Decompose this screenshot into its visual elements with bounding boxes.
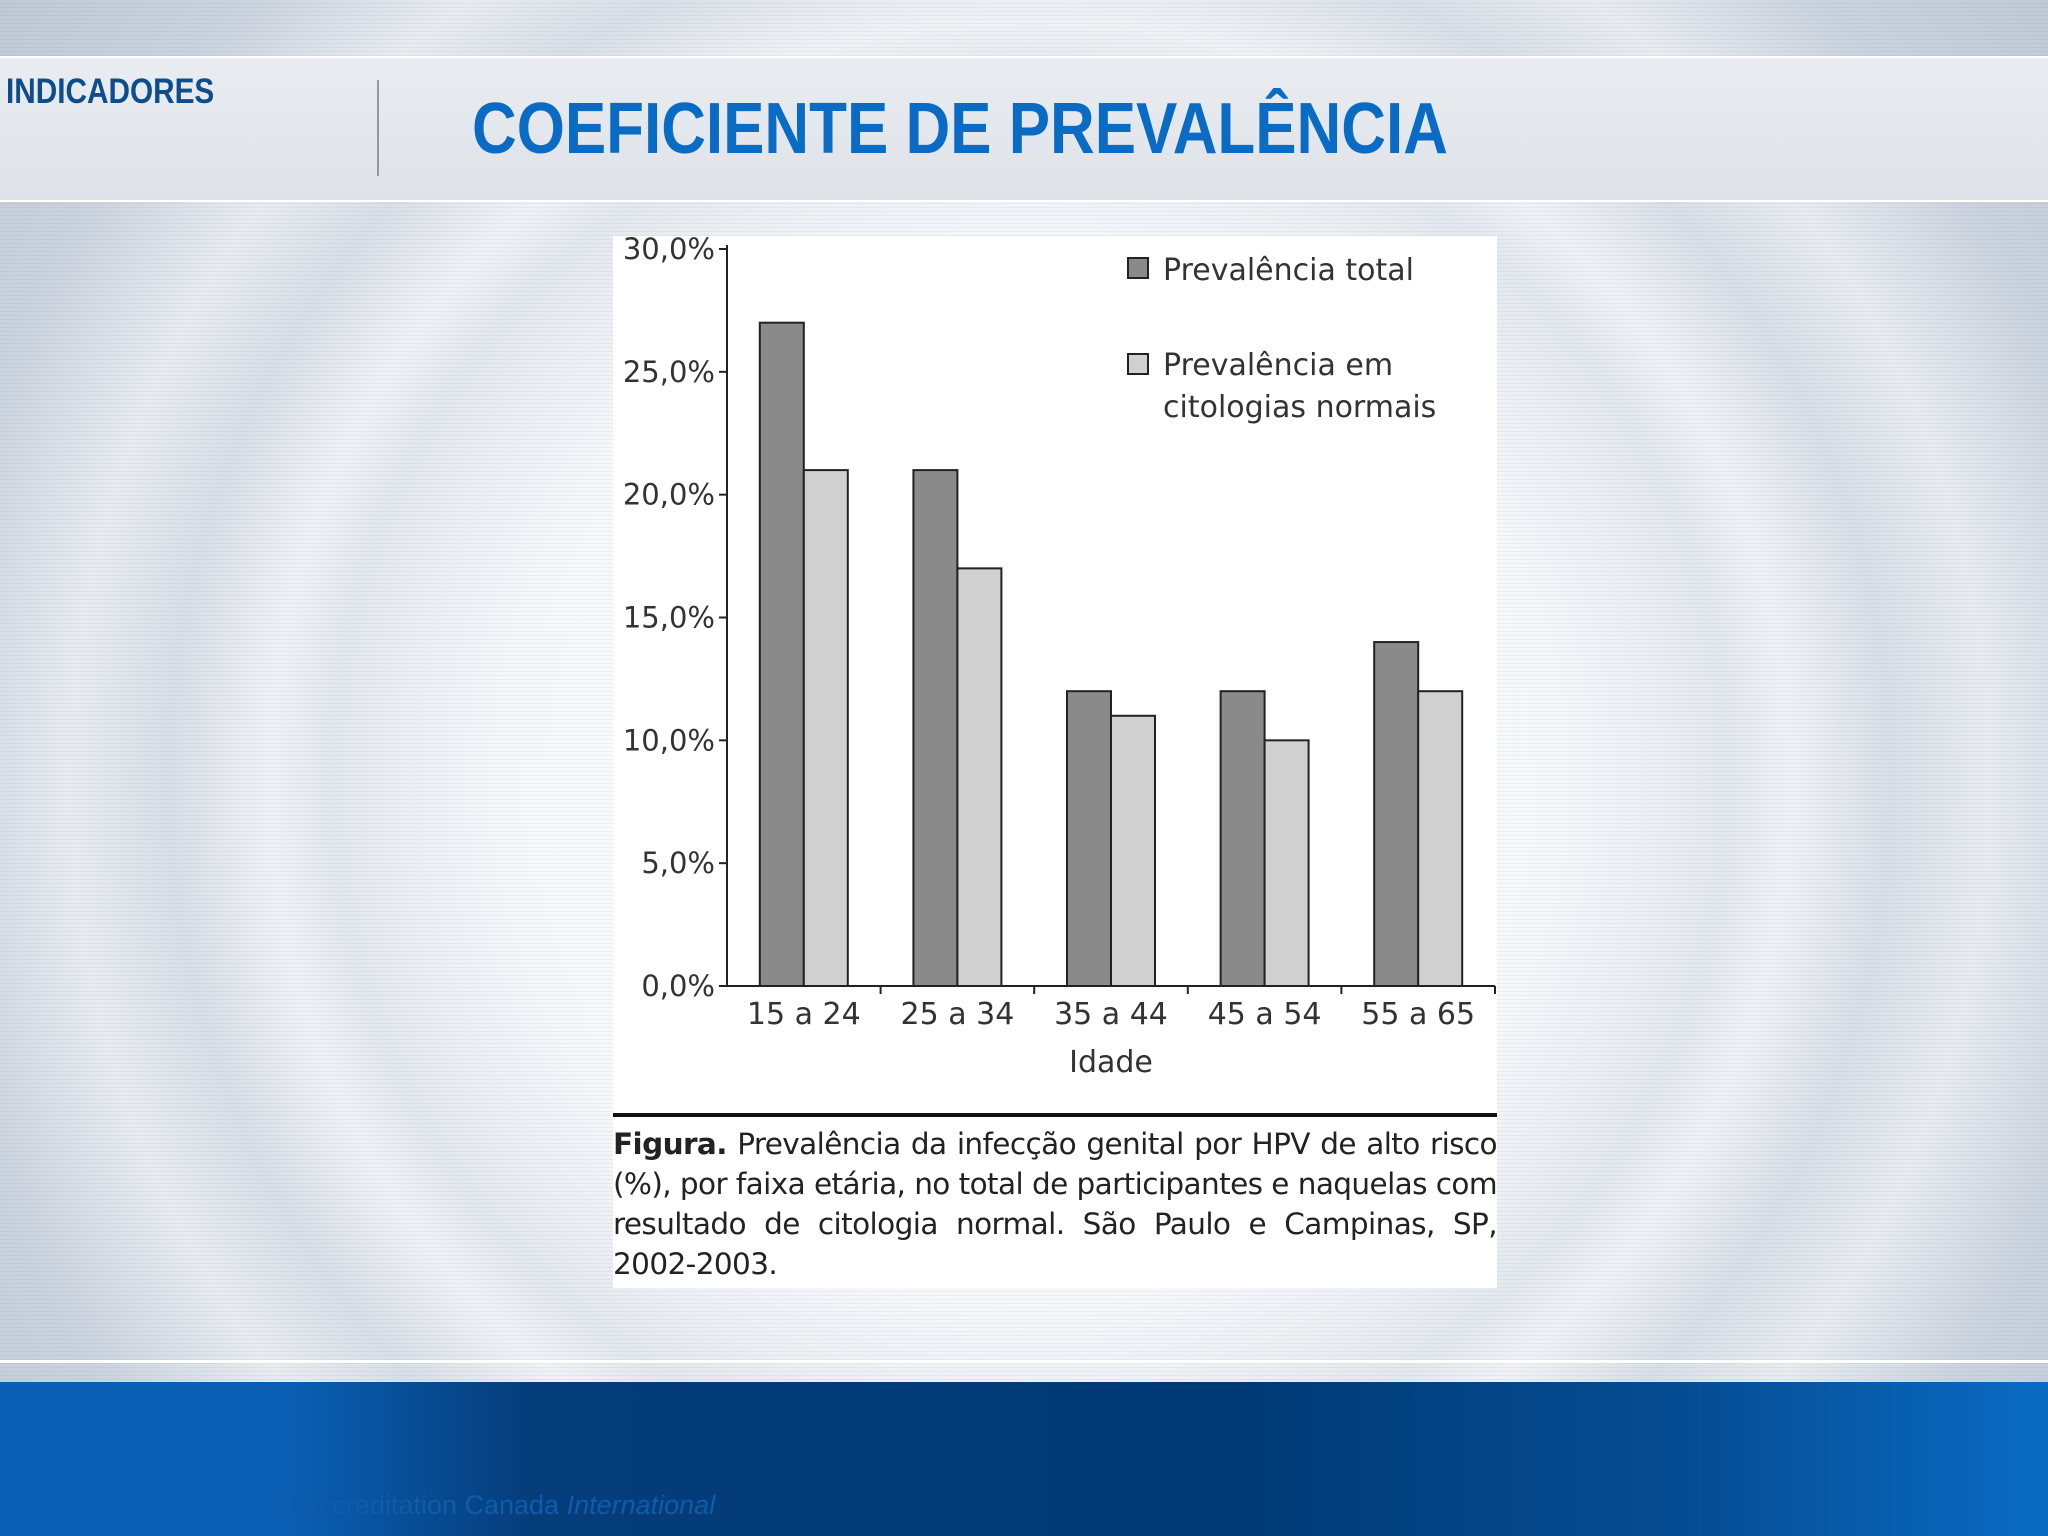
x-tick-label: 45 a 54 [1208,997,1322,1032]
legend-label-total: Prevalência total [1163,253,1414,288]
caption-label: Figura. [613,1127,727,1161]
y-tick-label: 20,0% [623,478,715,512]
y-tick-label: 15,0% [623,601,715,635]
header-band [0,56,2048,202]
y-tick-label: 0,0% [641,969,715,1003]
x-tick-label: 55 a 65 [1361,997,1475,1032]
footer-band [0,1382,2048,1536]
bar-total [1373,641,1420,987]
legend-label-normal: citologias normais [1163,390,1436,425]
footer-divider [0,1360,2048,1363]
copyright-text: © Accreditation Canada International [275,1490,715,1521]
header-divider [377,80,379,176]
bar-normal [1263,739,1310,987]
bar-normal [802,469,849,988]
legend-swatch-normal [1127,353,1149,375]
caption-text: Prevalência da infecção genital por HPV … [613,1127,1498,1281]
figure-caption: Figura. Prevalência da infecção genital … [613,1124,1498,1284]
y-tick-label: 25,0% [623,355,715,389]
page-title: COEFICIENTE DE PREVALÊNCIA [472,89,1448,169]
y-tick-label: 10,0% [623,723,715,757]
section-label: INDICADORES [6,72,215,111]
x-axis-title: Idade [1069,1045,1153,1080]
bar-normal [1110,714,1156,987]
y-tick-label: 5,0% [641,846,715,880]
bar-normal [1417,690,1464,987]
bar-total [912,469,959,988]
legend-swatch-total [1127,257,1149,279]
bar-normal [956,567,1003,987]
copyright-suffix: International [566,1490,716,1520]
bar-total [1219,690,1266,987]
x-tick-label: 25 a 34 [900,997,1014,1032]
bar-total [1066,690,1112,987]
y-tick-label: 30,0% [623,232,715,266]
bar-total [758,321,805,987]
x-tick-label: 35 a 44 [1054,997,1168,1032]
legend-label-normal: Prevalência em [1163,348,1393,383]
copyright-prefix: © Accreditation Canada [275,1490,560,1520]
x-tick-label: 15 a 24 [747,997,861,1032]
